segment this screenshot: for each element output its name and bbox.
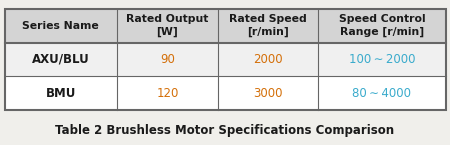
Bar: [4, 9, 446, 42]
Text: AXU/BLU: AXU/BLU: [32, 53, 90, 66]
Bar: [4, 76, 446, 110]
Text: Series Name: Series Name: [22, 21, 99, 31]
Text: 100 ∼ 2000: 100 ∼ 2000: [349, 53, 415, 66]
Text: 120: 120: [156, 87, 179, 100]
Text: 90: 90: [160, 53, 175, 66]
Text: 2000: 2000: [253, 53, 283, 66]
Bar: [4, 42, 446, 76]
Text: Rated Speed
[r/min]: Rated Speed [r/min]: [229, 14, 307, 37]
Bar: [4, 9, 446, 110]
Text: 80 ∼ 4000: 80 ∼ 4000: [352, 87, 411, 100]
Text: Rated Output
[W]: Rated Output [W]: [126, 14, 209, 37]
Text: Speed Control
Range [r/min]: Speed Control Range [r/min]: [339, 14, 425, 37]
Text: Table 2 Brushless Motor Specifications Comparison: Table 2 Brushless Motor Specifications C…: [55, 124, 395, 137]
Text: BMU: BMU: [45, 87, 76, 100]
Text: 3000: 3000: [253, 87, 283, 100]
